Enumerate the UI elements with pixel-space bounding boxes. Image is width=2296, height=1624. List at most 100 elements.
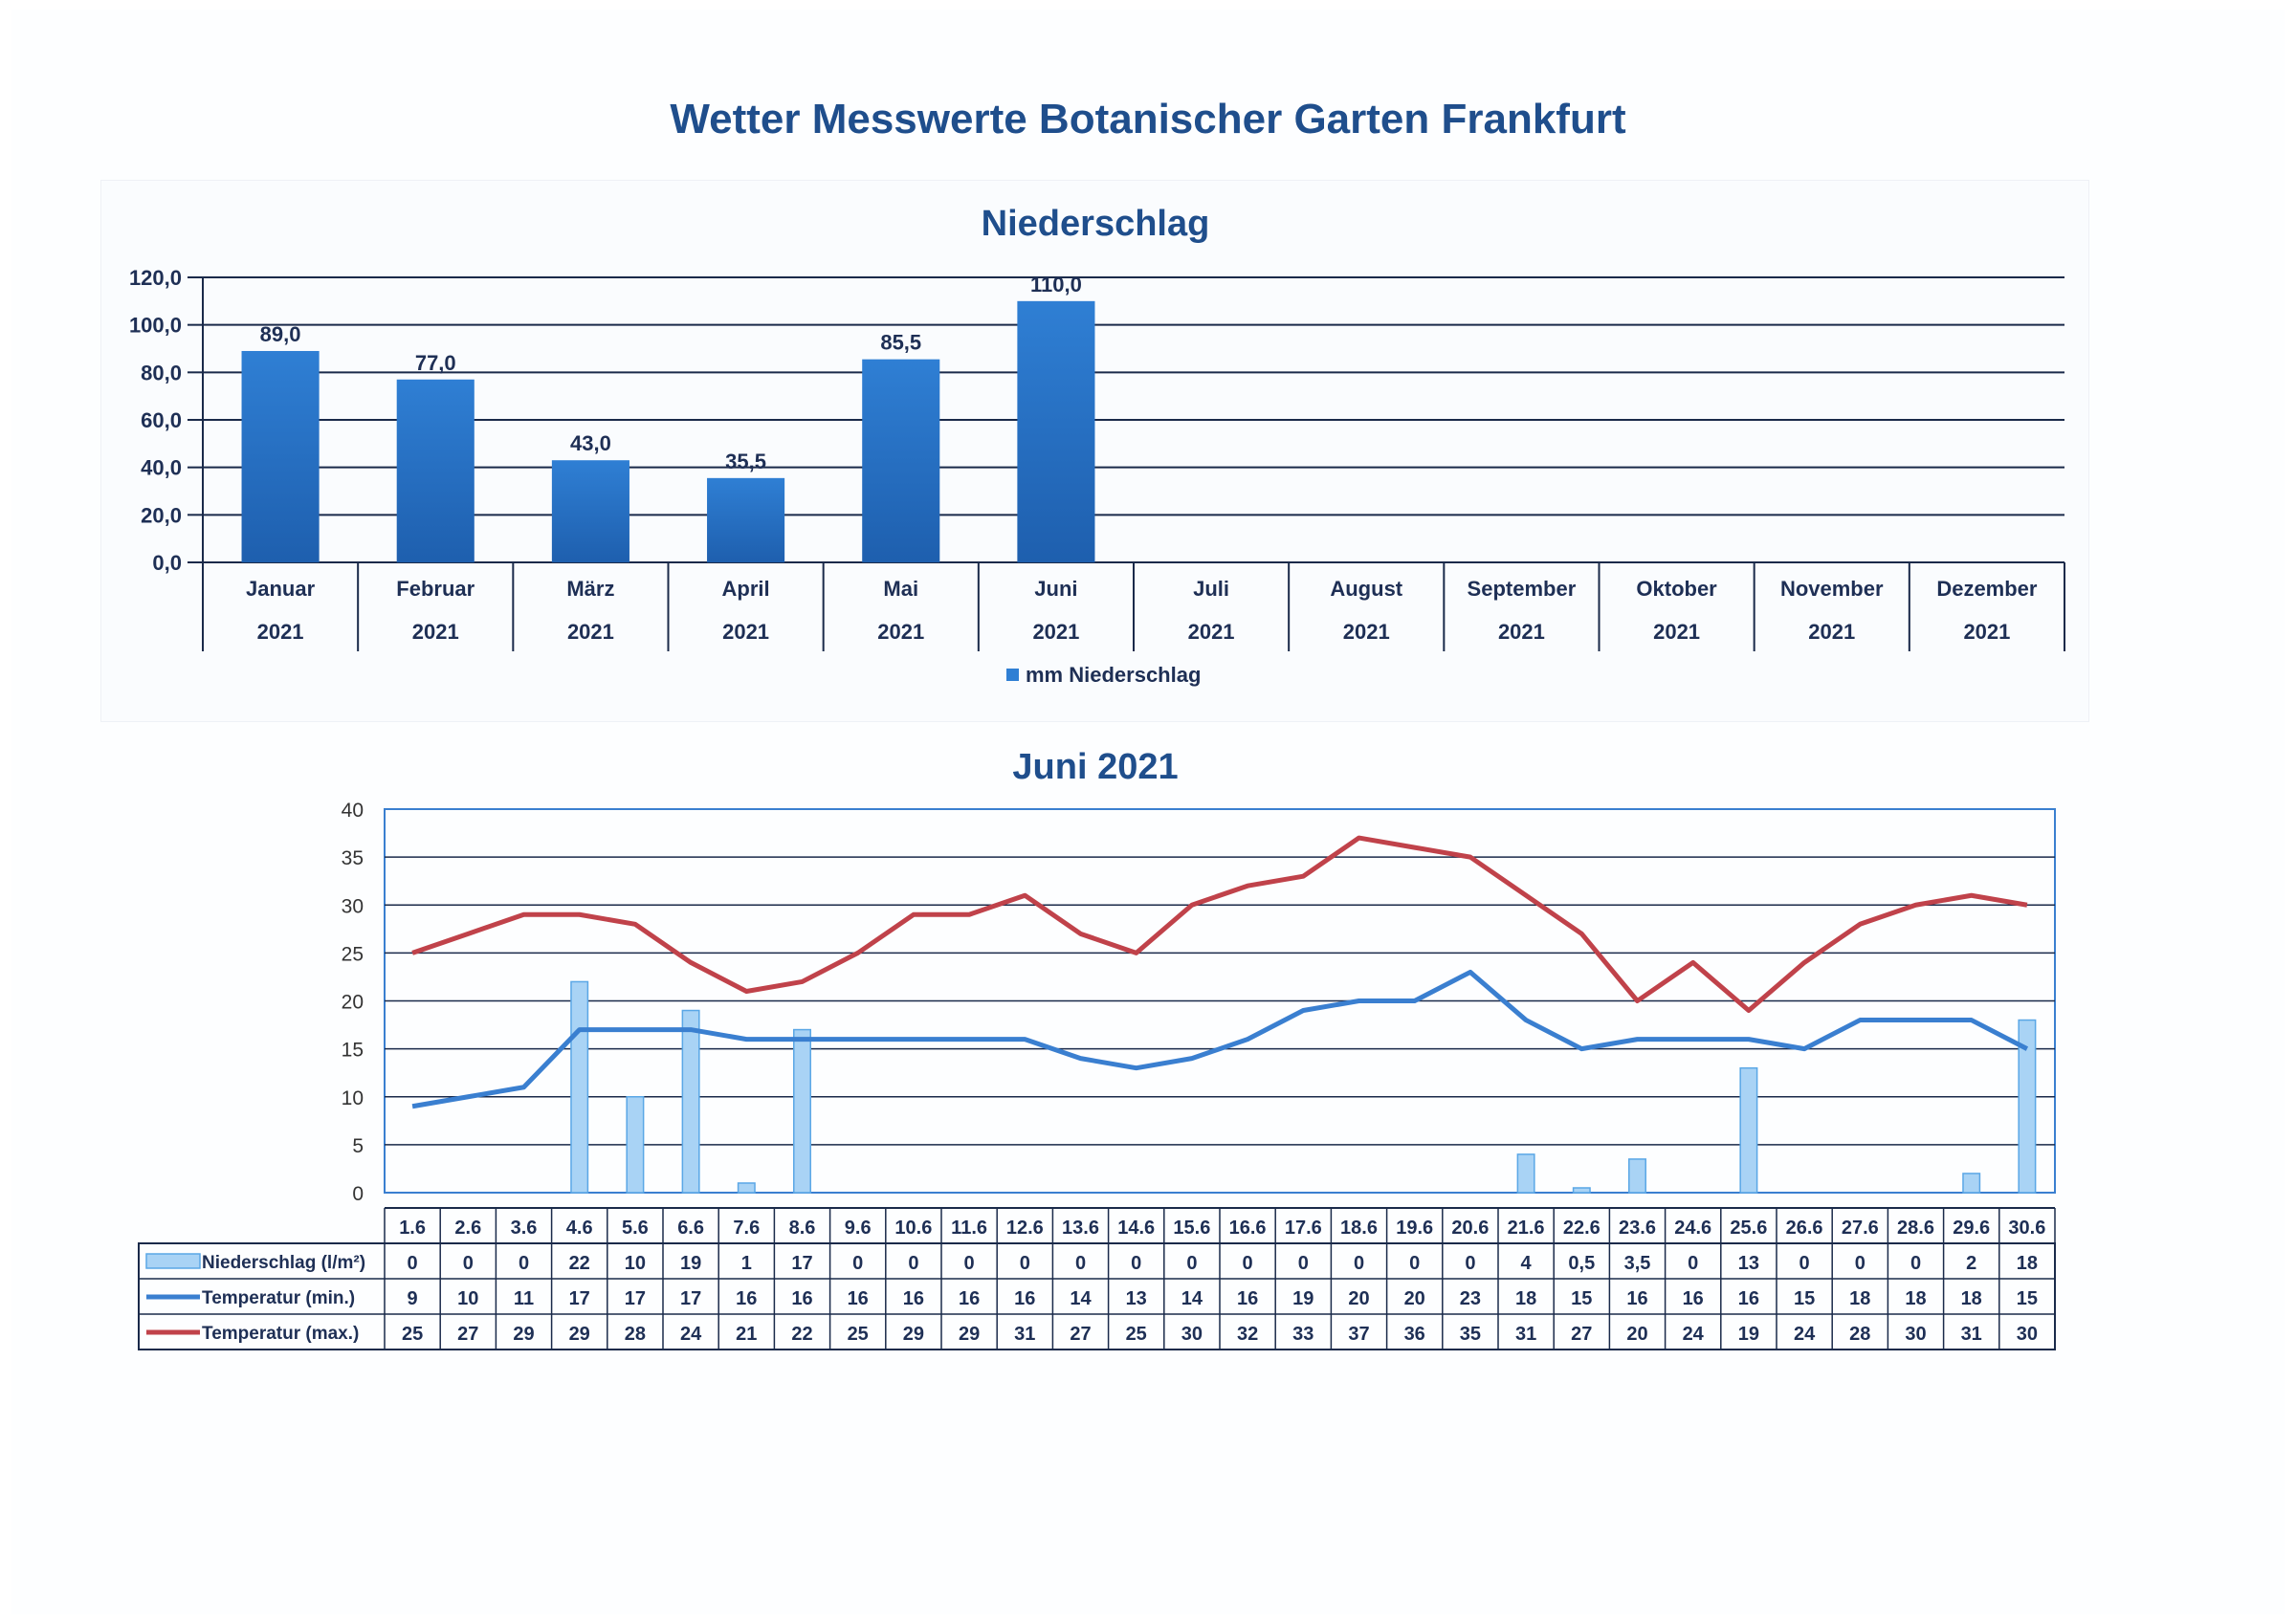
x-tick-label-month: Februar [396, 577, 475, 601]
table-cell: 4 [1521, 1253, 1533, 1274]
y-tick-label: 15 [342, 1040, 364, 1062]
rain-bar-22.6 [1572, 1187, 1591, 1194]
chart-title-juni: Juni 2021 [1012, 747, 1179, 787]
table-cell: 0 [1688, 1253, 1698, 1274]
table-header-cell: 6.6 [677, 1218, 704, 1239]
table-cell: 19 [1292, 1288, 1314, 1309]
table-cell: 0 [1075, 1253, 1086, 1274]
table-header-cell: 29.6 [1953, 1218, 1990, 1239]
x-tick-label-year: 2021 [1808, 620, 1855, 644]
table-cell: 19 [1738, 1324, 1759, 1345]
rain-bar-6.6 [681, 1009, 700, 1194]
table-cell: 0 [852, 1253, 863, 1274]
x-tick-label-year: 2021 [1188, 620, 1235, 644]
chart-title-niederschlag: Niederschlag [981, 204, 1210, 244]
table-cell: 25 [402, 1324, 423, 1345]
table-cell: 0 [1799, 1253, 1810, 1274]
table-cell: 29 [959, 1324, 980, 1345]
table-cell: 22 [791, 1324, 812, 1345]
table-cell: 0 [1243, 1253, 1253, 1274]
table-cell: 13 [1126, 1288, 1147, 1309]
table-cell: 0 [408, 1253, 418, 1274]
table-cell: 10 [625, 1253, 646, 1274]
table-cell: 29 [903, 1324, 924, 1345]
x-tick-label-year: 2021 [1498, 620, 1545, 644]
table-cell: 0 [519, 1253, 529, 1274]
table-cell: 17 [680, 1288, 701, 1309]
table-cell: 28 [625, 1324, 646, 1345]
y-tick-label: 0,0 [152, 551, 182, 575]
table-cell: 17 [569, 1288, 590, 1309]
table-cell: 17 [625, 1288, 646, 1309]
bar-april [707, 477, 785, 562]
table-cell: 37 [1348, 1324, 1369, 1345]
rain-bar-8.6 [793, 1028, 811, 1194]
table-cell: 28 [1849, 1324, 1870, 1345]
table-header-cell: 2.6 [454, 1218, 481, 1239]
table-header-cell: 1.6 [399, 1218, 426, 1239]
table-header-cell: 8.6 [789, 1218, 816, 1239]
y-tick-label: 0 [352, 1183, 364, 1205]
table-header-cell: 15.6 [1173, 1218, 1210, 1239]
table-cell: 0 [1298, 1253, 1309, 1274]
table-cell: 21 [736, 1324, 757, 1345]
x-tick-label-year: 2021 [877, 620, 924, 644]
table-header-cell: 9.6 [845, 1218, 872, 1239]
table-cell: 24 [680, 1324, 702, 1345]
table-cell: 25 [1126, 1324, 1147, 1345]
y-tick-label: 30 [342, 895, 364, 917]
table-header-cell: 27.6 [1842, 1218, 1879, 1239]
table-cell: 16 [1683, 1288, 1704, 1309]
table-cell: 0 [1855, 1253, 1866, 1274]
table-cell: 25 [848, 1324, 869, 1345]
table-cell: 0 [1354, 1253, 1364, 1274]
temp-min-line [411, 969, 2029, 1109]
niederschlag-bar-chart: 0,0 20,0 40,0 60,0 80,0 100,0 120,0 Januar 2021 8… [129, 266, 2065, 687]
table-cell: 30 [1905, 1324, 1926, 1345]
bar-juni [1017, 300, 1095, 562]
table-header-cell: 25.6 [1730, 1218, 1767, 1239]
table-header-cell: 11.6 [951, 1218, 987, 1239]
bar-mai [862, 359, 940, 562]
table-cell: 0 [1409, 1253, 1420, 1274]
x-tick-label-month: Oktober [1636, 577, 1717, 601]
x-tick-label-year: 2021 [722, 620, 769, 644]
table-cell: 18 [1905, 1288, 1926, 1309]
y-tick-label: 40,0 [141, 456, 182, 480]
x-tick-label-month: November [1780, 577, 1884, 601]
table-header-cell: 20.6 [1451, 1218, 1489, 1239]
table-cell: 35 [1460, 1324, 1481, 1345]
table-cell: 18 [1961, 1288, 1982, 1309]
y-tick-label: 40 [342, 800, 364, 822]
table-header-cell: 22.6 [1563, 1218, 1601, 1239]
table-cell: 10 [457, 1288, 478, 1309]
x-tick-label-year: 2021 [257, 620, 304, 644]
table-header-cell: 3.6 [511, 1218, 538, 1239]
table-cell: 0 [463, 1253, 474, 1274]
table-cell: 30 [2017, 1324, 2038, 1345]
x-tick-label-year: 2021 [567, 620, 614, 644]
table-header-cell: 10.6 [894, 1218, 932, 1239]
table-cell: 30 [1181, 1324, 1203, 1345]
table-cell: 16 [1738, 1288, 1759, 1309]
table-cell: 22 [569, 1253, 590, 1274]
y-tick-label: 20,0 [141, 503, 182, 527]
table-cell: 31 [1515, 1324, 1536, 1345]
y-tick-label: 60,0 [141, 408, 182, 432]
data-label: 77,0 [415, 351, 456, 375]
table-cell: 0 [1131, 1253, 1141, 1274]
y-tick-label: 5 [352, 1135, 364, 1157]
x-tick-label-month: März [566, 577, 614, 601]
table-cell: 0 [908, 1253, 918, 1274]
table-cell: 27 [1571, 1324, 1592, 1345]
table-row-label: Temperatur (max.) [202, 1324, 359, 1344]
x-tick-label-year: 2021 [412, 620, 459, 644]
x-tick-label-year: 2021 [1963, 620, 2010, 644]
table-header-cell: 24.6 [1674, 1218, 1711, 1239]
table-cell: 20 [1404, 1288, 1425, 1309]
rain-bar-25.6 [1739, 1066, 1758, 1194]
table-cell: 16 [791, 1288, 812, 1309]
table-cell: 17 [791, 1253, 812, 1274]
